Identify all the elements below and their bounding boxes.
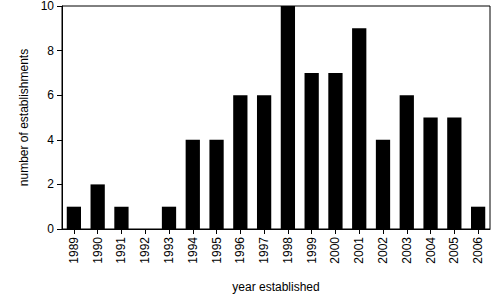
svg-text:2005: 2005: [447, 237, 461, 264]
svg-text:2: 2: [47, 177, 54, 191]
svg-text:2001: 2001: [352, 237, 366, 264]
svg-text:2000: 2000: [328, 237, 342, 264]
svg-text:1997: 1997: [257, 237, 271, 264]
svg-text:0: 0: [47, 222, 54, 236]
svg-text:year established: year established: [232, 280, 319, 294]
svg-text:4: 4: [47, 133, 54, 147]
svg-text:1999: 1999: [305, 237, 319, 264]
svg-text:1992: 1992: [138, 237, 152, 264]
svg-text:6: 6: [47, 88, 54, 102]
svg-text:1989: 1989: [67, 237, 81, 264]
svg-text:2004: 2004: [424, 237, 438, 264]
svg-text:1996: 1996: [233, 237, 247, 264]
svg-text:1991: 1991: [114, 237, 128, 264]
svg-text:2002: 2002: [376, 237, 390, 264]
svg-text:1998: 1998: [281, 237, 295, 264]
svg-text:1990: 1990: [91, 237, 105, 264]
svg-text:number of establishments: number of establishments: [17, 49, 31, 186]
svg-text:1993: 1993: [162, 237, 176, 264]
svg-text:8: 8: [47, 44, 54, 58]
svg-text:1995: 1995: [210, 237, 224, 264]
svg-text:10: 10: [41, 0, 55, 13]
svg-text:1994: 1994: [186, 237, 200, 264]
svg-text:2006: 2006: [471, 237, 485, 264]
svg-text:2003: 2003: [400, 237, 414, 264]
